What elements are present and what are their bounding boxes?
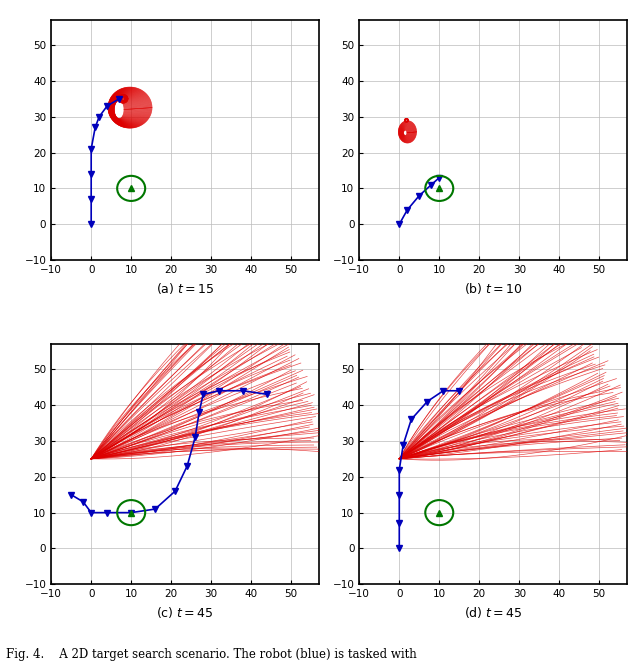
X-axis label: (c) $t = 45$: (c) $t = 45$ (156, 605, 214, 620)
X-axis label: (a) $t = 15$: (a) $t = 15$ (156, 280, 214, 295)
Text: Fig. 4.    A 2D target search scenario. The robot (blue) is tasked with: Fig. 4. A 2D target search scenario. The… (6, 647, 417, 661)
X-axis label: (b) $t = 10$: (b) $t = 10$ (464, 280, 523, 295)
X-axis label: (d) $t = 45$: (d) $t = 45$ (464, 605, 523, 620)
